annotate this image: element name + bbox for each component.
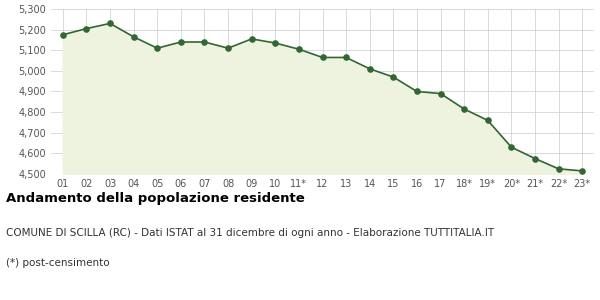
Point xyxy=(577,169,587,173)
Point xyxy=(294,47,304,52)
Point xyxy=(506,145,516,150)
Point xyxy=(152,46,162,51)
Text: Andamento della popolazione residente: Andamento della popolazione residente xyxy=(6,192,305,205)
Point xyxy=(318,55,328,60)
Point xyxy=(530,156,540,161)
Point xyxy=(176,40,185,44)
Point xyxy=(247,37,256,41)
Point xyxy=(223,46,233,51)
Point xyxy=(200,40,209,44)
Point xyxy=(365,66,374,71)
Point xyxy=(271,40,280,45)
Point xyxy=(554,167,563,171)
Point xyxy=(436,91,445,96)
Point xyxy=(460,106,469,111)
Text: (*) post-censimento: (*) post-censimento xyxy=(6,258,110,268)
Point xyxy=(483,118,493,123)
Point xyxy=(129,34,139,39)
Text: COMUNE DI SCILLA (RC) - Dati ISTAT al 31 dicembre di ogni anno - Elaborazione TU: COMUNE DI SCILLA (RC) - Dati ISTAT al 31… xyxy=(6,228,494,238)
Point xyxy=(389,75,398,80)
Point xyxy=(82,26,91,31)
Point xyxy=(412,89,422,94)
Point xyxy=(105,21,115,26)
Point xyxy=(341,55,351,60)
Point xyxy=(58,32,68,37)
